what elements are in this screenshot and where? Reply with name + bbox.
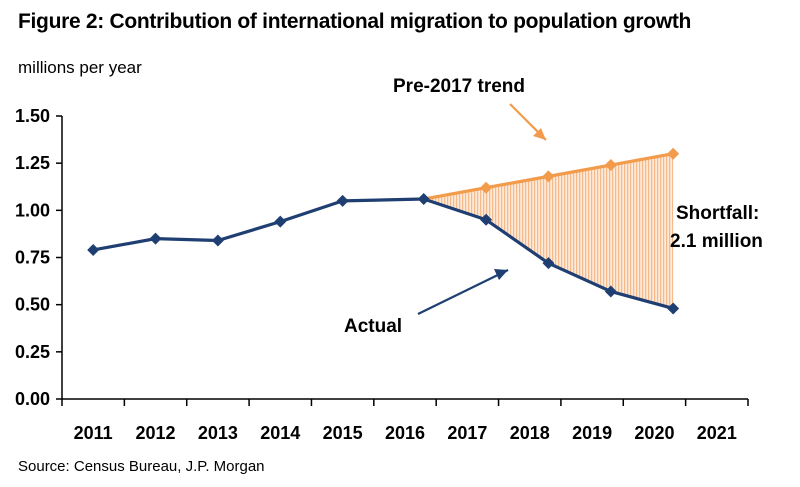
actual-series-line: [91, 197, 675, 311]
actual-point-marker: [604, 285, 617, 298]
actual-label: Actual: [344, 316, 402, 337]
chart-title: Figure 2: Contribution of international …: [18, 10, 692, 33]
x-tick-label: 2011: [74, 423, 113, 443]
x-tick-label: 2021: [697, 423, 737, 443]
actual-point-marker: [274, 215, 287, 228]
y-tick-label: 0.75: [15, 248, 50, 268]
y-tick-label: 1.25: [15, 153, 50, 173]
x-tick-label: 2018: [510, 423, 550, 443]
y-tick-label: 0.25: [15, 342, 50, 362]
trend-point-marker: [480, 181, 493, 194]
actual-point-marker: [542, 257, 555, 270]
y-tick-label: 1.50: [15, 106, 50, 126]
x-tick-label: 2015: [323, 423, 363, 443]
actual-point-marker: [149, 232, 162, 245]
x-tick-label: 2013: [198, 423, 238, 443]
trend-arrow-head: [533, 128, 546, 140]
y-tick-label: 0.50: [15, 295, 50, 315]
actual-arrow-head: [494, 269, 508, 280]
trend-point-marker: [667, 147, 680, 160]
trend-point-marker: [542, 170, 555, 183]
x-tick-label: 2020: [634, 423, 674, 443]
actual-point-marker: [211, 234, 224, 247]
trend-point-marker: [604, 159, 617, 172]
actual-arrow: [417, 269, 509, 315]
x-tick-label: 2012: [136, 423, 176, 443]
trend-label: Pre-2017 trend: [393, 76, 525, 97]
shortfall-label-line1: Shortfall:: [676, 203, 759, 224]
x-tick-label: 2017: [447, 423, 487, 443]
actual-point-marker: [480, 213, 493, 226]
actual-point-marker: [667, 302, 680, 315]
y-axis-units: millions per year: [18, 58, 142, 77]
actual-point-marker: [417, 193, 430, 206]
x-tick-label: 2019: [572, 423, 612, 443]
y-tick-label: 0.00: [15, 389, 50, 409]
y-tick-label: 1.00: [15, 200, 50, 220]
x-tick-label: 2016: [385, 423, 425, 443]
actual-point-marker: [336, 194, 349, 207]
shortfall-label-line2: 2.1 million: [670, 231, 763, 252]
actual-point-marker: [87, 243, 100, 256]
x-tick-label: 2014: [260, 423, 300, 443]
source-note: Source: Census Bureau, J.P. Morgan: [18, 458, 265, 475]
